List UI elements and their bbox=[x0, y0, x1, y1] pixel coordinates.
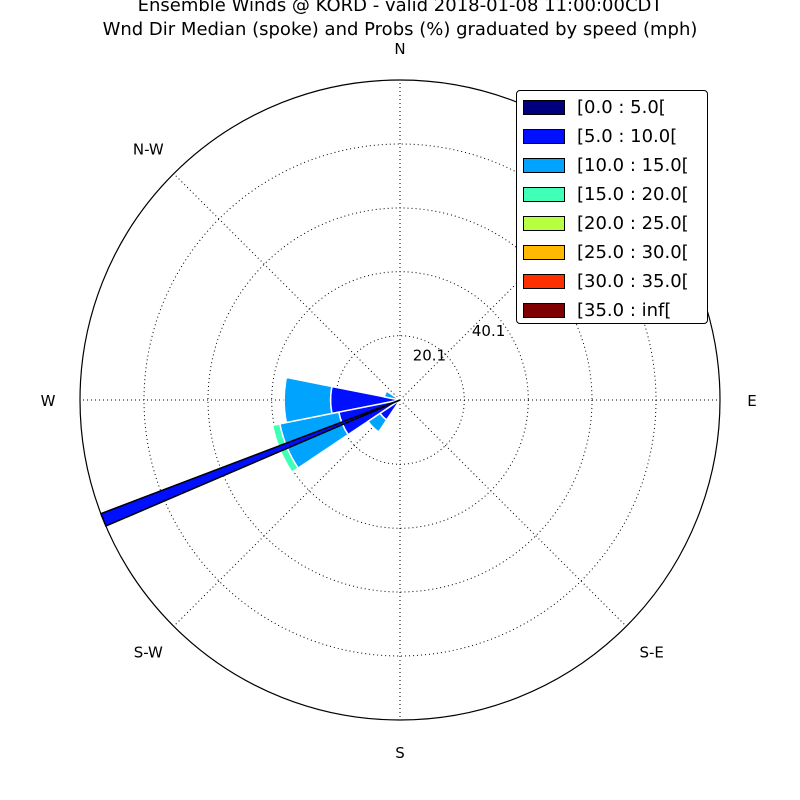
legend-item: [25.0 : 30.0[ bbox=[523, 241, 689, 263]
radial-gridline bbox=[173, 399, 401, 627]
legend-swatch bbox=[523, 302, 565, 318]
legend: [0.0 : 5.0[ [5.0 : 10.0[ [10.0 : 15.0[ [15.… bbox=[516, 90, 708, 324]
legend-label: [25.0 : 30.0[ bbox=[577, 241, 689, 263]
radial-gridcircle bbox=[271, 271, 529, 529]
rose-bar-segment bbox=[383, 390, 401, 401]
legend-label: [5.0 : 10.0[ bbox=[577, 125, 678, 147]
radial-gridline bbox=[399, 173, 627, 401]
polar-boundary bbox=[79, 79, 721, 721]
radial-gridline bbox=[399, 399, 627, 627]
legend-item: [15.0 : 20.0[ bbox=[523, 183, 689, 205]
radial-gridcircle bbox=[143, 143, 657, 657]
rose-bar-segment bbox=[367, 412, 388, 433]
direction-label: S-E bbox=[639, 644, 663, 662]
direction-label: N-W bbox=[133, 140, 164, 158]
legend-swatch bbox=[523, 215, 565, 231]
direction-label: S bbox=[395, 744, 405, 762]
legend-item: [30.0 : 35.0[ bbox=[523, 270, 689, 292]
legend-label: [30.0 : 35.0[ bbox=[577, 270, 689, 292]
legend-item: [10.0 : 15.0[ bbox=[523, 154, 689, 176]
chart-title: Ensemble Winds @ KORD - valid 2018-01-08… bbox=[137, 0, 663, 16]
radial-gridcircle bbox=[335, 335, 465, 465]
legend-item: [0.0 : 5.0[ bbox=[523, 96, 666, 118]
rose-bars bbox=[271, 376, 401, 474]
median-spoke bbox=[99, 399, 401, 528]
polar-grid bbox=[80, 80, 720, 720]
legend-item: [35.0 : inf[ bbox=[523, 299, 671, 321]
legend-item: [20.0 : 25.0[ bbox=[523, 212, 689, 234]
legend-label: [10.0 : 15.0[ bbox=[577, 154, 689, 176]
chart-subtitle: Wnd Dir Median (spoke) and Probs (%) gra… bbox=[102, 19, 698, 40]
direction-label: E bbox=[747, 392, 756, 410]
direction-label: W bbox=[41, 392, 56, 410]
median-spoke-wedge bbox=[99, 399, 401, 528]
direction-label: N bbox=[394, 40, 405, 58]
direction-label: S-W bbox=[134, 644, 163, 662]
legend-swatch bbox=[523, 186, 565, 202]
legend-label: [15.0 : 20.0[ bbox=[577, 183, 689, 205]
rose-bar-segment bbox=[283, 376, 333, 424]
legend-item: [5.0 : 10.0[ bbox=[523, 125, 677, 147]
radial-gridline bbox=[173, 173, 401, 401]
legend-swatch bbox=[523, 244, 565, 260]
radial-gridcircle bbox=[207, 207, 593, 593]
radial-tick-label: 40.1 bbox=[472, 322, 505, 340]
legend-label: [20.0 : 25.0[ bbox=[577, 212, 689, 234]
legend-label: [0.0 : 5.0[ bbox=[577, 96, 666, 118]
legend-swatch bbox=[523, 99, 565, 115]
radial-tick-label: 20.1 bbox=[413, 346, 446, 364]
legend-swatch bbox=[523, 128, 565, 144]
legend-swatch bbox=[523, 157, 565, 173]
legend-swatch bbox=[523, 273, 565, 289]
legend-label: [35.0 : inf[ bbox=[577, 299, 672, 321]
